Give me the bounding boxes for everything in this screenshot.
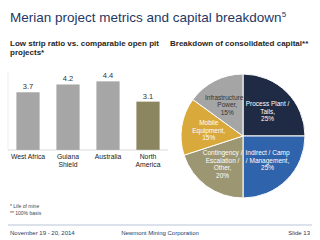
slice-category: Contingency /Escalation /Other,: [203, 149, 243, 171]
slice: [243, 74, 305, 136]
footer-slide: Slide 13: [288, 230, 310, 236]
footnote: ** 100% basis: [10, 210, 42, 216]
category-label: Australia: [95, 153, 122, 160]
category-label-line: Shield: [59, 161, 78, 168]
slice-value: 15%: [202, 134, 215, 141]
category-label: West Africa: [11, 153, 45, 160]
footer-rule: [8, 225, 312, 226]
x-axis-line: [8, 150, 168, 151]
category-label-line: Australia: [95, 153, 122, 160]
category-label: NorthAmerica: [136, 153, 161, 168]
data-label: 3.1: [143, 92, 153, 101]
data-label: 4.4: [103, 71, 113, 80]
bar: [56, 84, 79, 150]
category-label-line: West Africa: [11, 153, 45, 160]
slice-value: 25%: [261, 164, 274, 171]
title-note: 5: [282, 10, 287, 19]
slide-title: Merian project metrics and capital break…: [10, 10, 287, 25]
slice-category: Process Plant /Tails,: [246, 100, 290, 114]
data-label: 3.7: [23, 82, 33, 91]
footer-date: November 19 - 20, 2014: [10, 230, 75, 236]
slice-category-line: Other,: [214, 164, 232, 171]
category-label-line: America: [136, 161, 161, 168]
footer-company: Newmont Mining Corporation: [121, 230, 199, 236]
slice: [193, 74, 243, 136]
slice-category-line: Escalation /: [206, 157, 240, 164]
slice-category-line: Infrastructure &: [205, 94, 250, 101]
slice-category: Infrastructure &Power,: [205, 94, 250, 108]
category-label: GuianaShield: [57, 153, 79, 168]
bar-title-line: projects*: [10, 48, 45, 57]
data-label: 4.2: [63, 74, 73, 83]
bar-labels: 3.7 West Africa 4.2 GuianaShield 4.4 Australi…: [11, 71, 161, 167]
slice-value: 20%: [216, 172, 229, 179]
slice-value: 15%: [221, 109, 234, 116]
slice-category-line: Tails,: [260, 108, 275, 115]
slice: [243, 136, 305, 198]
bar: [96, 81, 119, 150]
category-label-line: Guiana: [57, 153, 79, 160]
slice-category-line: Mobile: [199, 119, 219, 126]
pie-title-line: Breakdown of consolidated capital**: [170, 39, 309, 48]
y-axis-line: [8, 72, 9, 150]
slice-value: 25%: [261, 115, 274, 122]
bar-title: Low strip ratio vs. comparable open pitp…: [10, 39, 159, 57]
bar: [136, 102, 159, 150]
slide: Merian project metrics and capital break…: [0, 0, 320, 240]
slice-category-line: Process Plant /: [246, 100, 290, 107]
bar: [16, 92, 39, 150]
slice-labels: Process Plant /Tails,25%Indirect / Camp/…: [192, 94, 290, 179]
bar-title-line: Low strip ratio vs. comparable open pit: [10, 39, 159, 48]
slice-category: MobileEquipment,: [192, 119, 225, 134]
footnote: * Life of mine: [10, 203, 39, 209]
pie-title: Breakdown of consolidated capital**: [170, 39, 309, 48]
slices: [181, 74, 305, 198]
category-label-line: North: [140, 153, 157, 160]
slice-category-line: Power,: [217, 101, 237, 108]
bars: [16, 81, 159, 150]
slice-category: Indirect / Camp/ Management,: [246, 149, 290, 164]
